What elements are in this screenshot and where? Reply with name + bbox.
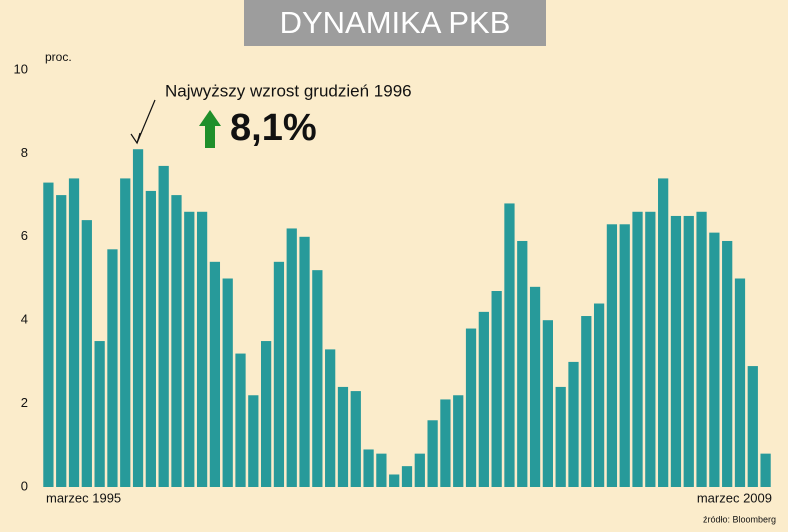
bar — [555, 386, 566, 487]
bar — [747, 366, 758, 487]
bar — [299, 236, 310, 487]
bar — [325, 349, 336, 487]
bar — [261, 341, 272, 487]
bar — [376, 453, 387, 487]
annotation-arrowhead — [130, 132, 141, 145]
bar — [465, 328, 477, 487]
title-box — [244, 0, 546, 46]
bar — [56, 195, 67, 487]
bar — [632, 211, 643, 487]
x-tick-label: marzec 1995 — [46, 490, 121, 505]
bar — [529, 286, 541, 487]
bar — [196, 211, 208, 487]
y-tick-label: 10 — [14, 61, 28, 76]
up-arrow — [199, 110, 221, 148]
bar — [581, 316, 592, 487]
y-tick-label: 2 — [21, 395, 28, 410]
bar — [722, 240, 733, 487]
bar — [619, 224, 630, 488]
bar — [645, 211, 656, 487]
y-tick-label: 4 — [21, 312, 28, 327]
bar — [517, 240, 528, 487]
bar — [401, 466, 413, 487]
bar — [440, 399, 451, 487]
bar — [235, 353, 246, 487]
x-tick-label: marzec 2009 — [697, 490, 772, 505]
annotation: Najwyższy wzrost grudzień 1996 — [165, 81, 412, 100]
bar — [568, 361, 579, 487]
bar — [209, 261, 221, 487]
bar — [427, 420, 438, 487]
y-tick-label: 0 — [21, 478, 28, 493]
bar — [709, 232, 720, 487]
y-tick-label: 6 — [21, 228, 28, 243]
bar — [491, 291, 502, 487]
bar — [107, 249, 118, 487]
y-axis-label: proc. — [45, 50, 72, 64]
bar — [504, 203, 515, 487]
bar — [453, 395, 464, 487]
bar — [158, 165, 169, 487]
bar — [542, 320, 553, 487]
y-tick-label: 8 — [21, 145, 28, 160]
bar — [171, 195, 182, 487]
bar — [350, 391, 361, 487]
bar — [593, 303, 605, 487]
bar — [222, 278, 233, 487]
bar — [683, 215, 694, 487]
bar — [606, 224, 618, 488]
bar — [478, 311, 489, 487]
bar — [670, 215, 682, 487]
bar — [286, 228, 297, 487]
source: źródło: Bloomberg — [703, 514, 776, 524]
bar — [414, 453, 425, 487]
bar — [43, 182, 54, 487]
bar — [120, 178, 131, 488]
bar — [760, 453, 771, 487]
bar — [145, 190, 156, 487]
bar — [312, 270, 323, 487]
bar — [68, 178, 80, 488]
bar — [363, 449, 374, 487]
bar — [734, 278, 746, 487]
bar — [337, 386, 349, 487]
value-label: 8,1% — [230, 107, 317, 149]
bar — [81, 220, 92, 487]
chart-title: DYNAMIKA PKB — [280, 5, 511, 40]
bar — [273, 261, 285, 487]
bar — [184, 211, 195, 487]
bar — [696, 211, 707, 487]
bar — [389, 474, 400, 487]
bar — [132, 149, 144, 488]
bar — [248, 395, 259, 487]
bar — [94, 341, 105, 487]
bar — [658, 178, 669, 488]
annotation-pointer — [136, 99, 156, 144]
